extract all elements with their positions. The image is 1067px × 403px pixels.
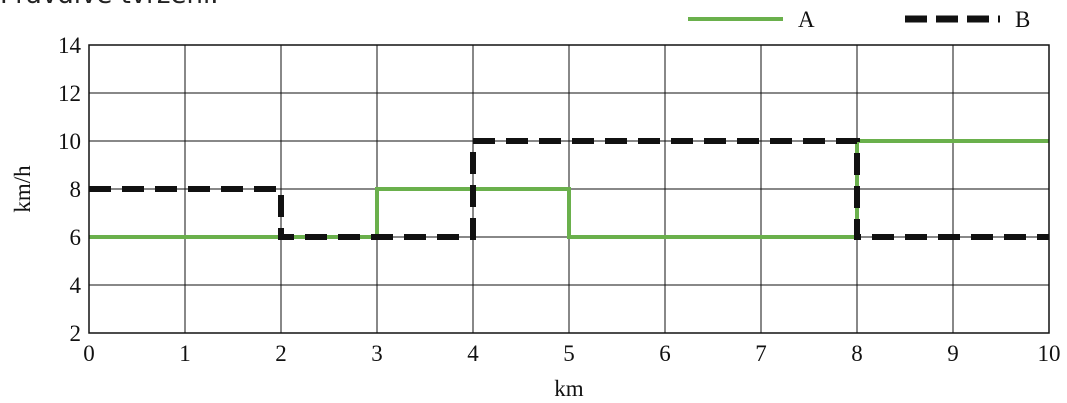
- y-tick-label: 8: [70, 177, 82, 202]
- x-tick-label: 4: [467, 341, 479, 366]
- x-axis-label: km: [554, 376, 584, 401]
- x-tick-label: 0: [83, 341, 95, 366]
- x-tick-label: 2: [275, 341, 287, 366]
- series-line-B: [89, 138, 1049, 240]
- y-tick-label: 4: [70, 273, 82, 298]
- x-tick-label: 9: [947, 341, 959, 366]
- y-tick-label: 12: [58, 81, 81, 106]
- x-tick-label: 6: [659, 341, 671, 366]
- y-axis-label: km/h: [10, 165, 35, 213]
- y-tick-label: 10: [58, 129, 81, 154]
- x-tick-label: 5: [563, 341, 575, 366]
- header-text: Pravdivé tvrzení.: [0, 0, 219, 10]
- legend-label-B: B: [1015, 7, 1030, 32]
- x-tick-label: 3: [371, 341, 383, 366]
- y-tick-label: 14: [58, 33, 82, 58]
- x-tick-label: 1: [179, 341, 191, 366]
- y-tick-label: 2: [70, 321, 82, 346]
- legend-label-A: A: [798, 7, 815, 32]
- x-tick-label: 8: [851, 341, 863, 366]
- y-tick-label: 6: [70, 225, 82, 250]
- x-tick-label: 7: [755, 341, 767, 366]
- x-tick-label: 10: [1038, 341, 1061, 366]
- plot-frame: [88, 44, 1050, 334]
- chart-series: [89, 138, 1049, 240]
